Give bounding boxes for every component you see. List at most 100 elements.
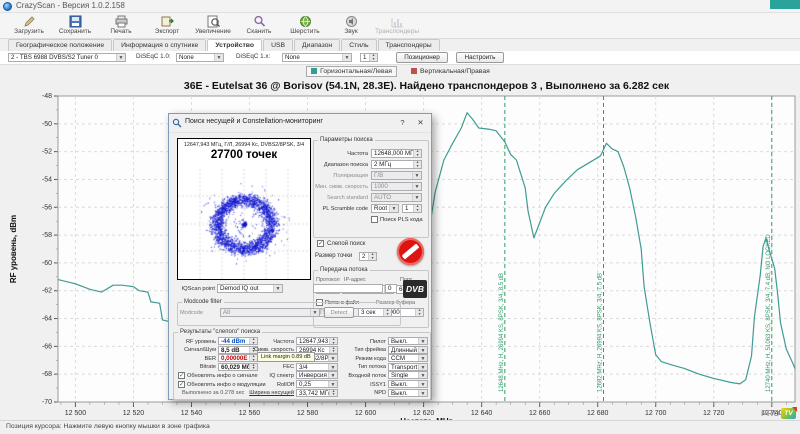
tab-устройство[interactable]: Устройство <box>207 39 263 51</box>
toolbar-button-printer[interactable]: Печать <box>98 13 144 38</box>
stop-scan-button[interactable] <box>397 238 424 265</box>
toolbar-button-pencil[interactable]: Загрузить <box>6 13 52 38</box>
toolbar-button-globe[interactable]: Шерстить <box>282 13 328 38</box>
chevron-down-icon[interactable]: ▼ <box>328 381 337 387</box>
spinner-arrows-icon[interactable]: ▲▼ <box>415 309 423 316</box>
pl-scramble-value[interactable]: 1 ▲ ▼ <box>402 204 422 213</box>
tab-информация-о-спутнике[interactable]: Информация о спутнике <box>113 39 207 51</box>
chevron-down-icon[interactable]: ▼ <box>412 194 421 201</box>
help-button[interactable]: ? <box>400 118 405 127</box>
result-field[interactable]: 12647,943 МГ ▲ ▼ <box>296 337 338 345</box>
param-field-0[interactable]: 12648,000 МГц ▲ ▼ <box>371 149 422 158</box>
spinner-arrows-icon[interactable]: ▲▼ <box>413 150 421 157</box>
result-field[interactable]: Выкл. ▼ <box>388 380 428 388</box>
tab-транспондеры[interactable]: Транспондеры <box>377 39 440 51</box>
iqscan-select-value: Demod IQ out <box>220 285 259 292</box>
spinner-arrows-icon[interactable]: ▲▼ <box>249 346 257 353</box>
dialog-titlebar[interactable]: Поиск несущей и Constellation-мониторинг… <box>169 114 431 133</box>
spinner-arrows-icon[interactable]: ▲▼ <box>249 355 257 362</box>
detect-button[interactable]: Detect <box>324 307 354 318</box>
chevron-down-icon[interactable]: ▼ <box>418 372 427 379</box>
param-field-4[interactable]: AUTO ▼ <box>371 193 422 202</box>
counter-field[interactable]: 0 <box>385 284 397 293</box>
result-field[interactable]: Инверсия ▼ <box>296 371 338 380</box>
toolbar-button-sound[interactable]: Звук <box>328 13 374 38</box>
titlebar: CrazyScan - Версия 1.0.2.158 <box>0 0 800 13</box>
spinner-arrows-icon[interactable]: ▲▼ <box>329 389 337 396</box>
diseqc1x-label: DiSEqC 1.x: <box>236 53 271 60</box>
chevron-down-icon[interactable]: ▼ <box>328 372 337 379</box>
chevron-down-icon[interactable]: ▼ <box>418 346 427 353</box>
position-stepper[interactable]: 1 ▲ ▼ <box>360 53 378 62</box>
result-field[interactable]: 33,742 МГц ▲ ▼ <box>296 388 338 397</box>
toolbar-button-floppy[interactable]: Сохранить <box>52 13 98 38</box>
chevron-down-icon[interactable]: ▼ <box>418 389 427 396</box>
spinner-arrows-icon[interactable]: ▲▼ <box>368 253 376 260</box>
pl-scramble-select[interactable]: Root ▼ <box>371 204 399 213</box>
close-icon[interactable]: ✕ <box>417 118 424 127</box>
chevron-down-icon[interactable]: ▼ <box>310 309 319 316</box>
result-field[interactable]: 0,00000E ▲ ▼ <box>218 354 258 363</box>
result-field[interactable]: 3/4 ▼ <box>296 362 338 371</box>
tab-usb[interactable]: USB <box>263 39 294 51</box>
configure-button[interactable]: Настроить <box>456 52 504 63</box>
toolbar-button-scan[interactable]: Сканить <box>236 13 282 38</box>
result-field[interactable]: 60,029 Мби ▲ ▼ <box>218 362 258 371</box>
result-field[interactable]: -44 dBm ▲ ▼ <box>218 337 258 345</box>
spinner-arrows-icon[interactable]: ▲▼ <box>329 338 337 344</box>
toolbar-button-export[interactable]: Экспорт <box>144 13 190 38</box>
chevron-down-icon[interactable]: ▼ <box>328 363 337 370</box>
legend-item[interactable]: Вертикальная/Правая <box>407 67 494 76</box>
spinner-arrows-icon[interactable]: ▲▼ <box>383 309 391 316</box>
param-field-3[interactable]: 1000 ▼ <box>371 182 422 191</box>
tab-стиль[interactable]: Стиль <box>341 39 377 51</box>
toolbar-button-zoom[interactable]: Увеличение <box>190 13 236 38</box>
result-field[interactable]: Single ▼ <box>388 371 428 380</box>
tab-географическое-положение[interactable]: Географическое положение <box>8 39 113 51</box>
legend-item[interactable]: Горизонтальная/Левая <box>306 65 397 77</box>
result-field[interactable]: Длинный ▼ <box>388 345 428 354</box>
chevron-down-icon[interactable]: ▼ <box>328 355 337 362</box>
update-info-checkbox[interactable] <box>178 381 185 388</box>
chevron-down-icon[interactable]: ▼ <box>389 205 398 212</box>
positioner-button[interactable]: Позиционер <box>396 52 448 63</box>
chevron-down-icon[interactable]: ▼ <box>418 338 427 344</box>
results-group-caption: Результаты "слепого" поиска <box>178 329 263 335</box>
carrier-search-dialog: Поиск несущей и Constellation-мониторинг… <box>168 113 432 400</box>
chevron-down-icon[interactable]: ▼ <box>412 172 421 179</box>
stream-status-field[interactable] <box>313 284 383 293</box>
result-field[interactable]: 8,5 dB ▲ ▼ <box>218 345 258 354</box>
constellation-plot[interactable] <box>178 169 310 279</box>
pls-search-checkbox[interactable] <box>371 216 378 223</box>
modcode-select[interactable]: All ▼ <box>220 308 320 317</box>
update-info-checkbox[interactable] <box>178 372 185 380</box>
chevron-down-icon[interactable]: ▼ <box>273 285 282 292</box>
window-title: CrazyScan - Версия 1.0.2.158 <box>16 1 125 10</box>
spinner-arrows-icon[interactable]: ▲▼ <box>249 363 257 370</box>
spinner-arrows-icon[interactable]: ▲▼ <box>413 161 421 168</box>
detect-interval-stepper[interactable]: 3 сек ▲ ▼ <box>358 308 392 317</box>
dot-size-stepper[interactable]: 2 ▲ ▼ <box>359 252 377 261</box>
tab-диапазон[interactable]: Диапазон <box>294 39 341 51</box>
spinner-arrows-icon[interactable]: ▲▼ <box>249 338 257 344</box>
result-field[interactable]: Выкл. ▼ <box>388 337 428 345</box>
tuner-select[interactable]: 2 - TBS 6988 DVBS/S2 Tuner 0 ▼ <box>8 53 126 62</box>
iqscan-select[interactable]: Demod IQ out ▼ <box>217 284 283 293</box>
result-field[interactable]: 26994 Кс ▲ ▼ <box>296 345 338 354</box>
param-field-2[interactable]: Г/В ▼ <box>371 171 422 180</box>
toolbar-button-bars[interactable]: Транспондеры <box>374 13 420 38</box>
result-field[interactable]: CCM ▼ <box>388 354 428 363</box>
result-field[interactable]: 0,25 ▼ <box>296 380 338 388</box>
chevron-down-icon[interactable]: ▼ <box>418 381 427 387</box>
blind-search-checkbox[interactable] <box>317 240 324 247</box>
diseqc1x-select[interactable]: None ▼ <box>282 53 352 62</box>
result-field[interactable]: Transport ▼ <box>388 362 428 371</box>
param-field-1[interactable]: 2 МГц ▲ ▼ <box>371 160 422 169</box>
chevron-down-icon[interactable]: ▼ <box>418 355 427 362</box>
chevron-down-icon[interactable]: ▼ <box>412 183 421 190</box>
spinner-arrows-icon[interactable]: ▲▼ <box>413 205 421 212</box>
diseqc10-select[interactable]: None ▼ <box>176 53 224 62</box>
spinner-arrows-icon[interactable]: ▲▼ <box>329 346 337 353</box>
chevron-down-icon[interactable]: ▼ <box>418 363 427 370</box>
result-field[interactable]: Выкл. ▼ <box>388 388 428 397</box>
